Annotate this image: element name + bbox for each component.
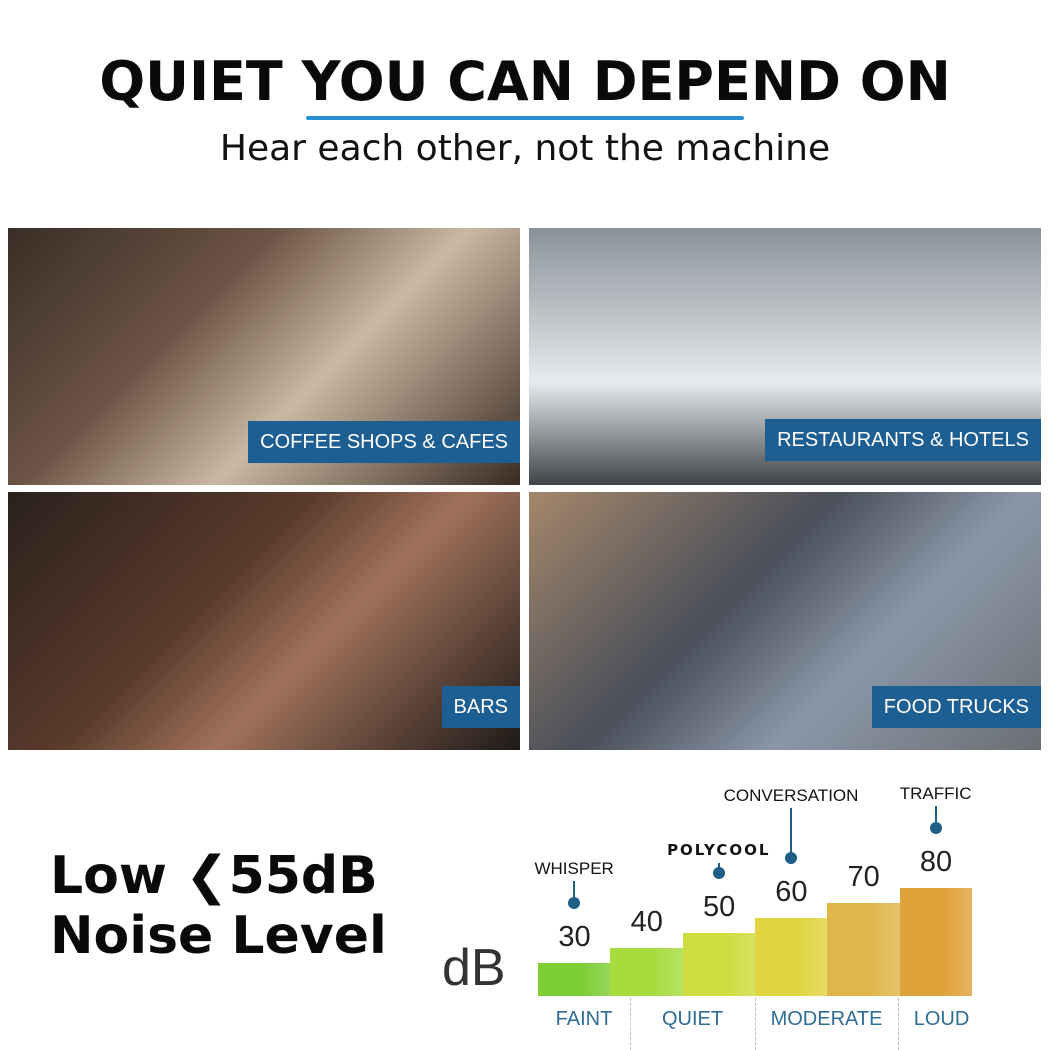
chart-bar xyxy=(827,903,900,996)
marker-stem xyxy=(573,881,576,903)
noise-headline: Low ❮55dB Noise Level xyxy=(50,846,387,966)
noise-headline-line1: Low ❮55dB xyxy=(50,846,378,906)
bar-value-label: 70 xyxy=(847,861,880,893)
category-label: FAINT xyxy=(555,1008,613,1030)
category-label: LOUD xyxy=(913,1008,970,1030)
photo-coffee-shops: COFFEE SHOPS & CAFES xyxy=(8,228,520,485)
category-label: MODERATE xyxy=(770,1008,883,1030)
photo-label: FOOD TRUCKS xyxy=(871,686,1041,728)
bar-value-label: 50 xyxy=(702,891,736,923)
bar-value-label: 60 xyxy=(775,876,808,908)
photo-restaurants: RESTAURANTS & HOTELS xyxy=(529,228,1041,485)
category-divider xyxy=(755,998,756,1050)
bar-value-label: 80 xyxy=(919,846,953,878)
marker-label: TRAFFIC xyxy=(899,784,972,803)
marker-stem xyxy=(790,808,793,858)
marker-dot xyxy=(785,852,798,864)
category-label: QUIET xyxy=(661,1008,724,1030)
chart-bar xyxy=(899,888,973,996)
category-divider xyxy=(630,998,631,1050)
bar-value-label: 40 xyxy=(630,906,663,938)
category-divider xyxy=(898,998,899,1050)
photo-label: RESTAURANTS & HOTELS xyxy=(765,419,1041,461)
marker-dot xyxy=(712,867,725,879)
chart-bar xyxy=(682,933,756,996)
marker-stem xyxy=(717,863,720,873)
photo-label: BARS xyxy=(441,686,520,728)
marker-dot xyxy=(929,822,942,834)
marker-stem xyxy=(934,806,937,828)
chart-bar xyxy=(610,948,684,996)
bar-value-label: 30 xyxy=(558,921,591,953)
photo-food-trucks: FOOD TRUCKS xyxy=(529,492,1041,750)
db-unit-label: dB xyxy=(442,939,506,997)
photo-bars: BARS xyxy=(8,492,520,750)
marker-dot xyxy=(568,897,581,909)
page-subtitle: Hear each other, not the machine xyxy=(219,128,831,169)
photo-label: COFFEE SHOPS & CAFES xyxy=(248,421,520,463)
chart-bar xyxy=(754,918,828,996)
marker-label: CONVERSATION xyxy=(723,786,859,805)
title-underline xyxy=(306,116,744,120)
page-title: QUIET YOU CAN DEPEND ON xyxy=(99,50,951,113)
chart-bar xyxy=(538,963,611,996)
noise-headline-line2: Noise Level xyxy=(50,906,387,966)
brand-logo: POLYCOOL xyxy=(667,841,771,859)
marker-label: WHISPER xyxy=(534,859,614,878)
